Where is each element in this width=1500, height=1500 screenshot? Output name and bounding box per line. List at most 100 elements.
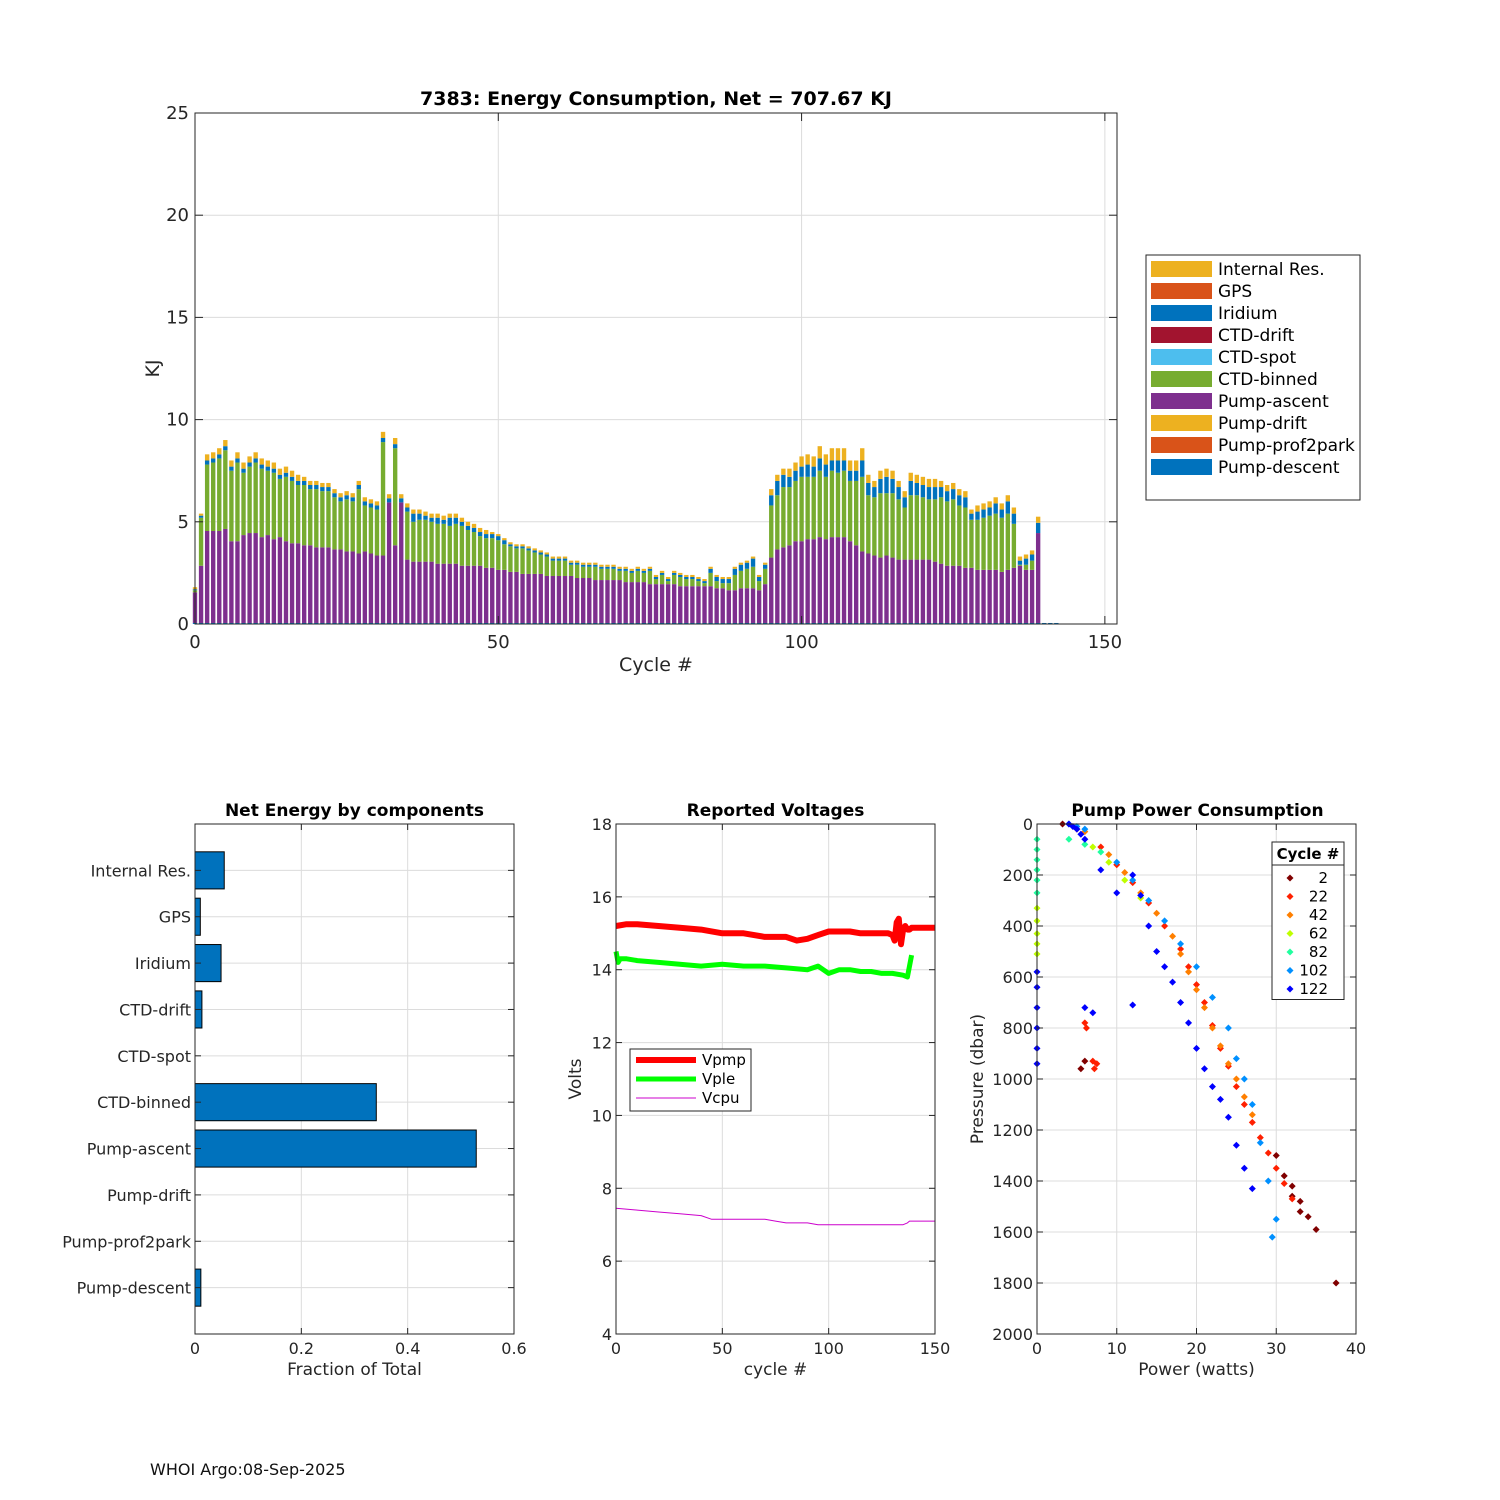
pump-point-cycle-2 xyxy=(1081,1057,1089,1065)
energy-bar-internal-res xyxy=(963,491,968,498)
energy-bar-pump-descent xyxy=(271,622,277,624)
energy-bar-iridium xyxy=(938,487,944,498)
energy-bar-pump-ascent xyxy=(429,561,434,623)
energy-bar-iridium xyxy=(744,562,750,569)
energy-bar-internal-res xyxy=(805,454,810,465)
energy-bar-internal-res xyxy=(302,476,307,481)
energy-bar-pump-ascent xyxy=(823,539,829,623)
energy-bar-pump-ascent xyxy=(1017,565,1023,623)
energy-bar-internal-res xyxy=(235,452,240,459)
pump-point-cycle-82 xyxy=(1097,848,1105,856)
energy-bar-pump-ascent xyxy=(332,549,337,623)
energy-bar-iridium xyxy=(532,550,537,553)
energy-bar-ctd-binned xyxy=(1017,564,1023,566)
energy-bar-ctd-binned xyxy=(605,568,610,581)
energy-bar-pump-ascent xyxy=(878,557,883,623)
energy-bar-ctd-binned xyxy=(447,525,452,564)
energy-bar-ctd-binned xyxy=(702,583,707,587)
energy-bar-pump-descent xyxy=(726,622,731,624)
energy-bar-ctd-binned xyxy=(684,579,689,587)
energy-bar-ctd-binned xyxy=(271,472,277,540)
energy-bar-ctd-binned xyxy=(229,470,234,542)
pump-point-cycle-122 xyxy=(1232,1141,1240,1149)
energy-bar-internal-res xyxy=(957,489,962,496)
energy-bar-pump-descent xyxy=(817,622,822,624)
energy-bar-iridium xyxy=(860,460,865,477)
energy-bar-ctd-binned xyxy=(732,574,738,591)
energy-bar-iridium xyxy=(726,579,731,584)
pump-point-cycle-22 xyxy=(1248,1118,1256,1126)
energy-bar-ctd-binned xyxy=(532,552,537,574)
energy-bar-ctd-binned xyxy=(496,540,501,570)
pump-point-cycle-42 xyxy=(1224,1060,1232,1068)
energy-bar-ctd-binned xyxy=(350,501,355,552)
energy-bar-pump-ascent xyxy=(568,575,574,623)
energy-legend-swatch xyxy=(1151,415,1212,431)
voltages-ytick-label: 4 xyxy=(602,1325,612,1344)
energy-bar-iridium xyxy=(908,480,913,496)
energy-bar-ctd-binned xyxy=(805,476,810,540)
energy-bar-pump-ascent xyxy=(350,551,355,623)
energy-bar-pump-ascent xyxy=(453,563,459,623)
energy-bar-ctd-binned xyxy=(678,576,683,587)
energy-bar-pump-descent xyxy=(708,622,713,624)
energy-bar-ctd-binned xyxy=(623,570,628,583)
energy-bar-pump-descent xyxy=(987,622,992,624)
energy-bar-pump-descent xyxy=(763,622,768,624)
pump-point-cycle-82 xyxy=(1081,840,1089,848)
pump-point-cycle-122 xyxy=(1081,1004,1089,1012)
energy-bar-ctd-binned xyxy=(1005,513,1010,570)
energy-bar-pump-descent xyxy=(860,622,865,624)
energy-legend-label: CTD-drift xyxy=(1218,326,1295,346)
energy-bar-iridium xyxy=(835,460,841,473)
energy-ytick-label: 25 xyxy=(166,103,189,124)
energy-bar-iridium xyxy=(787,476,792,488)
energy-bar-pump-ascent xyxy=(477,565,483,623)
energy-bar-pump-ascent xyxy=(574,578,580,623)
energy-bar-pump-ascent xyxy=(702,586,707,623)
pump-point-cycle-22 xyxy=(1256,1134,1264,1142)
energy-bar-internal-res xyxy=(847,460,853,471)
energy-bar-iridium xyxy=(568,562,574,565)
energy-bar-ctd-binned xyxy=(344,499,349,552)
energy-bar-pump-descent xyxy=(332,622,337,624)
energy-bar-iridium xyxy=(605,566,610,569)
energy-legend-swatch xyxy=(1151,305,1212,321)
pump-point-cycle-62 xyxy=(1089,843,1097,851)
energy-bar-ctd-binned xyxy=(277,478,283,538)
energy-bar-iridium xyxy=(617,568,622,571)
pump-point-cycle-22 xyxy=(1193,981,1200,989)
energy-bar-iridium xyxy=(259,464,264,469)
energy-bar-pump-ascent xyxy=(253,533,258,623)
energy-bar-internal-res xyxy=(405,503,410,508)
energy-bar-internal-res xyxy=(277,468,283,475)
energy-bar-ctd-binned xyxy=(738,570,744,589)
energy-bar-ctd-binned xyxy=(866,495,871,554)
pump-legend-marker xyxy=(1286,930,1294,937)
pump-point-cycle-42 xyxy=(1153,909,1161,917)
energy-bar-ctd-binned xyxy=(951,499,956,566)
pump-point-cycle-22 xyxy=(1288,1195,1296,1203)
energy-bar-pump-descent xyxy=(647,622,653,624)
energy-bar-pump-ascent xyxy=(417,561,422,623)
energy-bar-ctd-binned xyxy=(289,480,295,544)
energy-bar-iridium xyxy=(423,515,428,520)
energy-bar-pump-descent xyxy=(514,622,519,624)
energy-bar-iridium xyxy=(896,487,901,500)
energy-bar-pump-ascent xyxy=(289,543,295,623)
energy-bar-ctd-binned xyxy=(435,523,440,564)
energy-bar-internal-res xyxy=(532,548,537,551)
energy-bar-pump-descent xyxy=(920,622,926,624)
energy-bar-pump-ascent xyxy=(951,565,956,623)
energy-bar-internal-res xyxy=(229,460,234,467)
energy-bar-iridium xyxy=(841,460,847,471)
energy-bar-ctd-binned xyxy=(253,462,258,534)
pump-point-cycle-122 xyxy=(1137,891,1145,899)
energy-bar-internal-res xyxy=(441,515,446,520)
pump-point-cycle-102 xyxy=(1248,1101,1256,1108)
energy-bar-iridium xyxy=(295,480,301,486)
components-xlabel: Fraction of Total xyxy=(287,1360,422,1380)
energy-bar-iridium xyxy=(520,546,525,549)
energy-bar-pump-descent xyxy=(878,622,883,624)
energy-bar-iridium xyxy=(951,489,956,500)
